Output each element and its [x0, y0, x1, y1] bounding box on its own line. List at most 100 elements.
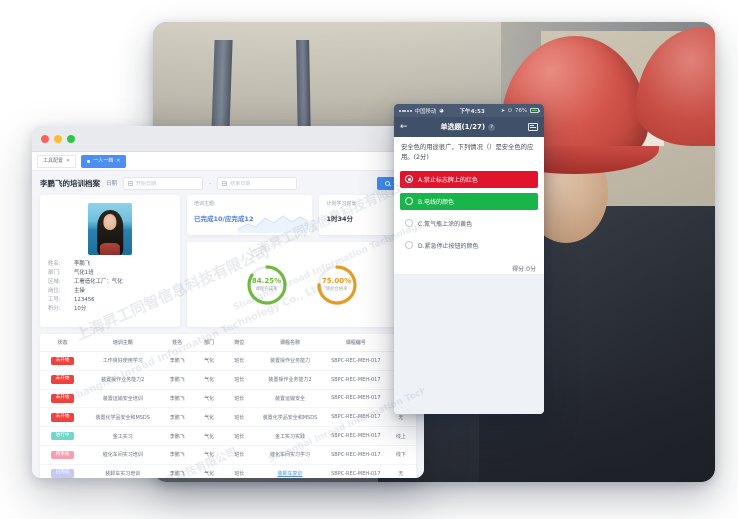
- quiz-body: 安全色的用途很广，下列情况（）是安全色的应用。(2分) A.禁止标志牌上的红色 B…: [394, 137, 544, 414]
- sparkline-chart: [238, 215, 309, 233]
- donut-course-labels: 84.25% 课程完成率: [245, 263, 289, 307]
- cell-post: 班长: [224, 445, 255, 465]
- end-date-input[interactable]: 结束日期: [217, 176, 298, 190]
- col-name: 姓名: [160, 334, 195, 352]
- mobile-quiz-window: 中国移动 ◕ 下午4:53 ➤ ⏻ 76% ← 单选题(1/27) ? 安全色的…: [394, 104, 544, 414]
- status-badge: 未开始: [50, 394, 75, 403]
- summary-cards-row: 培训主题: 已完成10/应完成12 计划学习时长 1时34分: [187, 195, 416, 235]
- training-records-table: 状态 培训主题 姓名 部门 岗位 课程名称 课程编号 形式 未开始工作良好使用学…: [40, 334, 416, 478]
- status-badge: 待审核: [50, 450, 75, 460]
- tab-tool-config[interactable]: 工具配置 ✕: [37, 154, 77, 168]
- calendar-icon: [128, 180, 134, 186]
- status-badge: 进行中: [50, 431, 75, 441]
- answer-option-b[interactable]: B.电线的颜色: [400, 192, 538, 210]
- profile-field-list: 姓名: 李鹏飞 部门: 气化1班 区域: 工署造化工厂：气化 岗位:: [48, 261, 172, 312]
- status-badge[interactable]: 已完成: [40, 464, 86, 478]
- tab-one-person-one-file[interactable]: 一人一档 ✕: [81, 154, 127, 168]
- table-row[interactable]: 已完成 装卸车实习培训 李鹏飞 气化 班长 装卸车复训 SBPC-REC-MEH-017 无: [40, 464, 416, 478]
- cell-department: 气化: [194, 426, 225, 446]
- filter-toolbar: 李鹏飞的培训档案 日期 开始日期 - 结束日期 查询: [32, 171, 424, 195]
- cell-course-code: SBPC-REC-MEH-017: [325, 370, 386, 390]
- location-arrow-icon: ➤: [500, 107, 506, 114]
- answer-option-c[interactable]: C.氮气瓶上涂的黄色: [400, 215, 538, 232]
- metrics-column: 培训主题: 已完成10/应完成12 计划学习时长 1时34分: [187, 195, 416, 327]
- mobile-status-bar: 中国移动 ◕ 下午4:53 ➤ ⏻ 76%: [394, 104, 544, 117]
- answer-card-icon[interactable]: [528, 123, 538, 131]
- cell-post: 班长: [224, 464, 255, 478]
- answer-option-label: A.禁止标志牌上的红色: [418, 176, 478, 184]
- radio-button-icon[interactable]: [405, 175, 413, 184]
- donut-exam-labels: 75.00% 测验合格率: [315, 263, 359, 307]
- answer-option-label: B.电线的颜色: [418, 198, 455, 206]
- back-arrow-icon[interactable]: ←: [400, 121, 408, 132]
- donut-exam-caption: 测验合格率: [325, 287, 348, 292]
- carrier-label: 中国移动: [414, 108, 437, 115]
- field-label: 岗位:: [48, 288, 61, 294]
- close-icon[interactable]: ✕: [66, 157, 71, 164]
- donut-exam-value: 75.00%: [321, 277, 352, 285]
- col-post: 岗位: [224, 334, 255, 352]
- status-badge[interactable]: 未开始: [40, 370, 86, 390]
- clock-label: 下午4:53: [459, 108, 485, 115]
- maximize-window-button[interactable]: [67, 134, 75, 143]
- answer-option-a[interactable]: A.禁止标志牌上的红色: [400, 170, 538, 188]
- start-date-placeholder: 开始日期: [136, 180, 157, 187]
- cell-topic: 装置运输安全培训: [85, 389, 161, 409]
- cell-course-code: SBPC-REC-MEH-017: [325, 426, 386, 446]
- donut-course-caption: 课程完成率: [255, 287, 278, 292]
- status-badge[interactable]: 未开始: [40, 407, 86, 428]
- table-row[interactable]: 待审核 催化车间实习培训 李鹏飞 气化 班长 催化车间实习学习 SBPC-REC-MEH-0…: [40, 445, 416, 465]
- cell-name: 李鹏飞: [160, 407, 195, 428]
- cell-name: 李鹏飞: [160, 389, 195, 409]
- table-row[interactable]: 未开始 装置运输安全培训 李鹏飞 气化 班长 装置运输安全 SBPC-REC-MEH-017: [40, 389, 416, 409]
- donut-course-completion: 84.25% 课程完成率: [245, 263, 289, 307]
- search-icon: [384, 180, 390, 186]
- col-department: 部门: [194, 334, 225, 352]
- tab-tool-config-label: 工具配置: [43, 157, 64, 164]
- table-header-row: 状态 培训主题 姓名 部门 岗位 课程名称 课程编号 形式: [40, 334, 416, 352]
- cell-course-name: 装置操作业务能力: [254, 351, 326, 371]
- field-label: 区域:: [48, 279, 61, 285]
- status-badge[interactable]: 未开始: [40, 351, 86, 371]
- calendar-icon: [222, 180, 228, 186]
- minimize-window-button[interactable]: [54, 134, 62, 143]
- table-row[interactable]: 未开始 装置化学品安全和MSDS 李鹏飞 气化 班长 装置化学品安全和MSDS SBPC-R…: [40, 407, 416, 428]
- cell-post: 班长: [224, 426, 255, 446]
- planned-duration-value: 1时34分: [326, 215, 354, 223]
- radio-button-icon[interactable]: [405, 219, 413, 228]
- table-row[interactable]: 未开始 装置操作业务能力2 李鹏飞 气化 班长 装置操作业务能力2 SBPC-REC-MEH…: [40, 370, 416, 390]
- page-title: 李鹏飞的培训档案: [40, 178, 100, 188]
- table-row[interactable]: 进行中 金工实习 李鹏飞 气化 班长 金工实习实践 SBPC-REC-MEH-017 线上: [40, 426, 416, 446]
- status-badge[interactable]: 进行中: [40, 426, 86, 446]
- cell-form: 线上: [385, 426, 416, 446]
- field-value: 工署造化工厂：气化: [74, 279, 123, 285]
- table-body: 未开始 工作良好使用学习 李鹏飞 气化 班长 装置操作业务能力 SBPC-REC-MEH-0…: [40, 351, 416, 478]
- table-row[interactable]: 未开始 工作良好使用学习 李鹏飞 气化 班长 装置操作业务能力 SBPC-REC-MEH-0…: [40, 351, 416, 371]
- date-filter-label: 日期: [106, 181, 118, 187]
- radio-button-icon[interactable]: [405, 241, 413, 250]
- close-window-button[interactable]: [41, 134, 49, 143]
- donut-course-value: 84.25%: [251, 277, 282, 285]
- answer-option-d[interactable]: D.紧急停止按钮的颜色: [400, 237, 538, 254]
- profile-field-name: 姓名: 李鹏飞: [48, 261, 172, 267]
- cell-name: 李鹏飞: [160, 351, 195, 371]
- cell-course-name: 装置运输安全: [254, 389, 326, 409]
- tab-bar: 工具配置 ✕ 一人一档 ✕: [32, 152, 424, 171]
- cell-course-name[interactable]: 装卸车复训: [254, 464, 326, 478]
- cell-form: 无: [385, 464, 416, 478]
- cell-department: 气化: [194, 351, 225, 371]
- close-icon[interactable]: ✕: [116, 157, 121, 164]
- cell-department: 气化: [194, 407, 225, 428]
- cell-department: 气化: [194, 464, 225, 478]
- cell-name: 李鹏飞: [160, 426, 195, 446]
- radio-button-icon[interactable]: [405, 197, 413, 206]
- start-date-input[interactable]: 开始日期: [123, 176, 204, 190]
- desktop-window: 工具配置 ✕ 一人一档 ✕ 李鹏飞的培训档案 日期 开始日期 -: [32, 126, 424, 478]
- cell-course-code: SBPC-REC-MEH-017: [325, 389, 386, 409]
- status-badge[interactable]: 未开始: [40, 389, 86, 409]
- cell-name: 李鹏飞: [160, 464, 195, 478]
- col-status: 状态: [40, 334, 86, 352]
- field-value: 123456: [74, 297, 95, 303]
- status-badge[interactable]: 待审核: [40, 445, 86, 465]
- help-icon[interactable]: ?: [488, 123, 496, 131]
